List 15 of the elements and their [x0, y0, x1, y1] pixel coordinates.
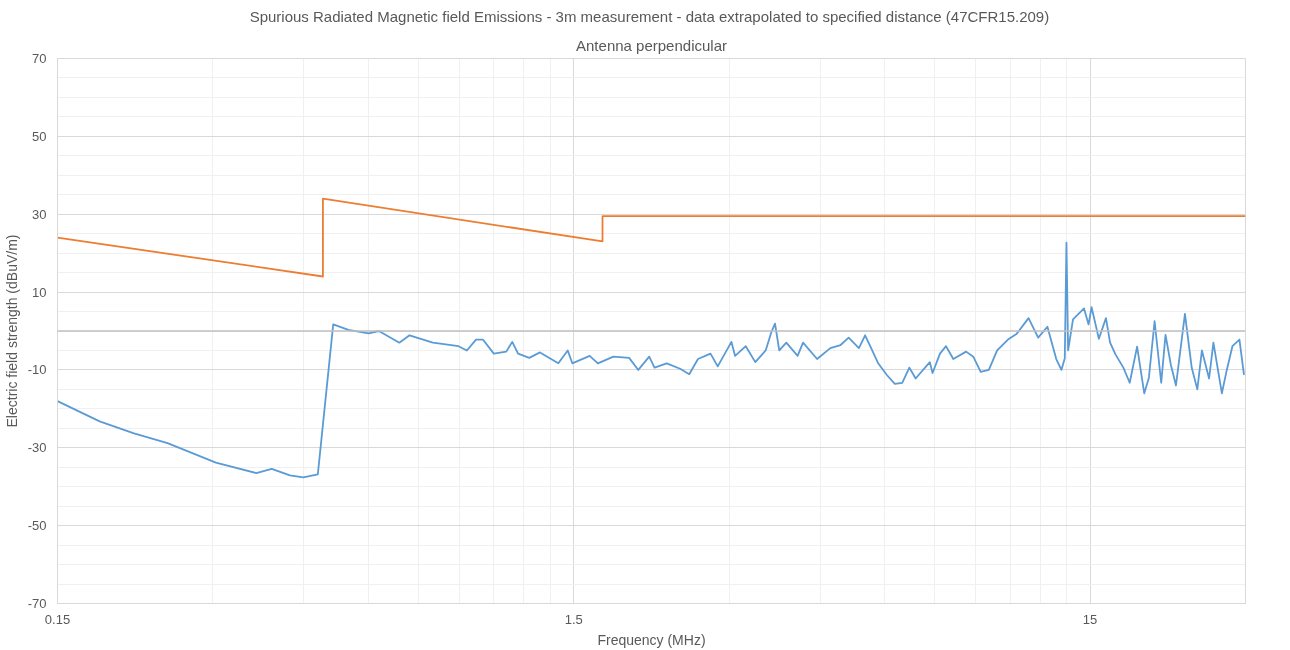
- chart-title: Spurious Radiated Magnetic field Emissions - 3m measurement - data extrapolated to specified distance (47CFR15.209): [249, 7, 1050, 25]
- y-tick-label: 70: [32, 51, 47, 66]
- x-tick-label: 1.5: [564, 611, 583, 627]
- y-tick-label: -70: [27, 596, 47, 611]
- y-tick-label: -30: [27, 440, 47, 456]
- x-axis-title: Frequency (MHz): [597, 631, 706, 648]
- y-tick-label: -50: [27, 518, 47, 534]
- x-tick-label: 0.15: [44, 611, 71, 627]
- y-tick-label: 50: [32, 128, 47, 144]
- y-tick-label: 30: [32, 206, 47, 222]
- x-tick-label: 15: [1082, 611, 1098, 627]
- y-tick-label: 10: [32, 284, 47, 300]
- y-tick-label: -10: [27, 362, 47, 378]
- chart-subtitle: Antenna perpendicular: [576, 36, 727, 54]
- y-axis-title: Electric field strength (dBuV/m): [3, 234, 20, 428]
